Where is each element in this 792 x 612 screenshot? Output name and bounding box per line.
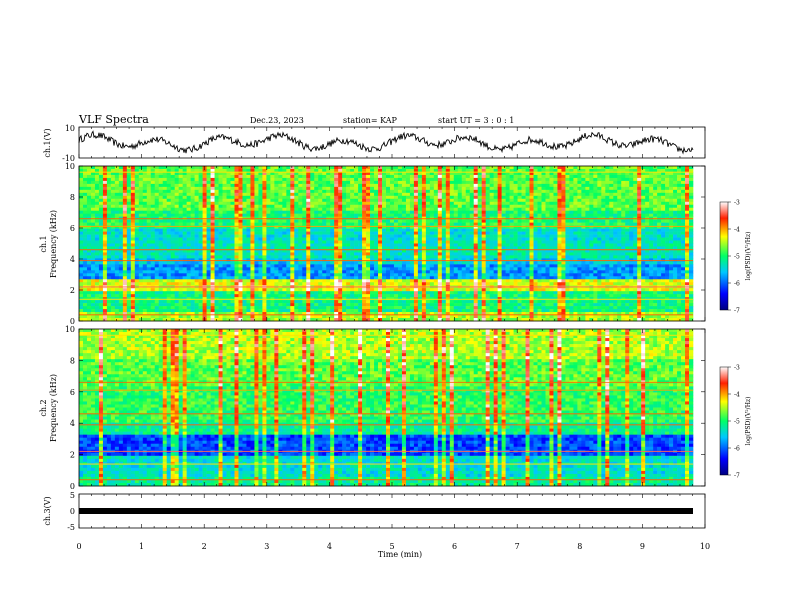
ch2-spectrogram-image [79,329,705,487]
colorbar-tick-label: -5 [734,254,740,261]
y-tick-label: 2 [70,451,75,460]
colorbar-tick-label: -7 [734,308,740,315]
ch1-waveform-line [78,130,694,155]
date-label: Dec.23, 2023 [250,116,304,125]
colorbar-tick-label: -3 [734,200,740,207]
ch1-waveform-panel: 10 -10 ch.1(V) [43,124,706,163]
y-tick-label: 4 [70,255,75,264]
colorbar-tick-label: -6 [734,446,740,453]
ch3-waveform-line [79,508,693,514]
y-tick-label: 2 [70,286,75,295]
x-tick-label: 10 [700,542,710,551]
ch2-spec-ylabel-channel: ch.2 [39,399,48,416]
y-tick-label: 8 [70,193,75,202]
start-time-label: start UT = 3 : 0 : 1 [438,116,514,125]
ch1-spec-ylabel-channel: ch.1 [39,235,48,252]
colorbar-tick-label: -6 [734,281,740,288]
colorbar-ch1: -3 -4 -5 -6 -7 log(PSD)(V²/Hz) [719,200,752,315]
ch3-ytick-top: 5 [70,491,75,500]
chart-title: VLF Spectra [78,113,149,126]
ch3-ytick-mid: 0 [70,507,75,516]
y-tick-label: 6 [70,388,75,397]
ch3-waveform-panel: 5 0 -5 ch.3(V) [43,491,706,532]
x-tick-label: 3 [264,542,269,551]
colorbar-tick-label: -7 [734,473,740,480]
ch1-spectrogram-panel: 0 2 4 6 8 10 ch.1 Frequency (kHz) [39,162,706,326]
colorbar-ch2-label: log(PSD)(V²/Hz) [745,397,752,446]
ch2-spectrogram-panel: 0 2 4 6 8 10 ch.2 Frequency (kHz) [39,325,706,491]
x-tick-label: 2 [202,542,207,551]
y-tick-label: 0 [70,317,75,326]
colorbar-ch1-label: log(PSD)(V²/Hz) [745,232,752,281]
x-tick-label: 8 [577,542,582,551]
x-tick-label: 7 [515,542,520,551]
x-tick-label: 0 [76,542,81,551]
x-tick-label: 9 [640,542,645,551]
x-tick-label: 5 [389,542,394,551]
x-axis-label: Time (min) [378,550,422,559]
ch3-ylabel: ch.3(V) [43,496,52,525]
x-axis-tick-labels: 0 1 2 3 4 5 6 7 8 9 10 [76,542,710,551]
y-tick-label: 4 [70,419,75,428]
y-tick-label: 10 [65,162,75,171]
colorbar-ch2: -3 -4 -5 -6 -7 log(PSD)(V²/Hz) [719,365,752,480]
colorbar-tick-label: -4 [734,227,740,234]
ch1-ytick-top: 10 [65,124,75,133]
y-tick-label: 8 [70,356,75,365]
y-tick-label: 6 [70,224,75,233]
ch3-ytick-bottom: -5 [67,523,75,532]
y-tick-label: 0 [70,482,75,491]
ch1-ylabel: ch.1(V) [43,128,52,157]
ch1-ytick-bottom: -10 [62,154,75,163]
colorbar-tick-label: -3 [734,365,740,372]
colorbar-tick-label: -4 [734,392,740,399]
ch1-spectrogram-image [79,166,705,322]
colorbar-tick-label: -5 [734,419,740,426]
x-tick-label: 6 [452,542,457,551]
station-label: station= KAP [343,116,398,125]
x-tick-label: 4 [327,542,332,551]
ch2-spec-ylabel-freq: Frequency (kHz) [49,374,58,442]
ch1-spec-ylabel-freq: Frequency (kHz) [49,210,58,278]
x-tick-label: 1 [139,542,144,551]
y-tick-label: 10 [65,325,75,334]
